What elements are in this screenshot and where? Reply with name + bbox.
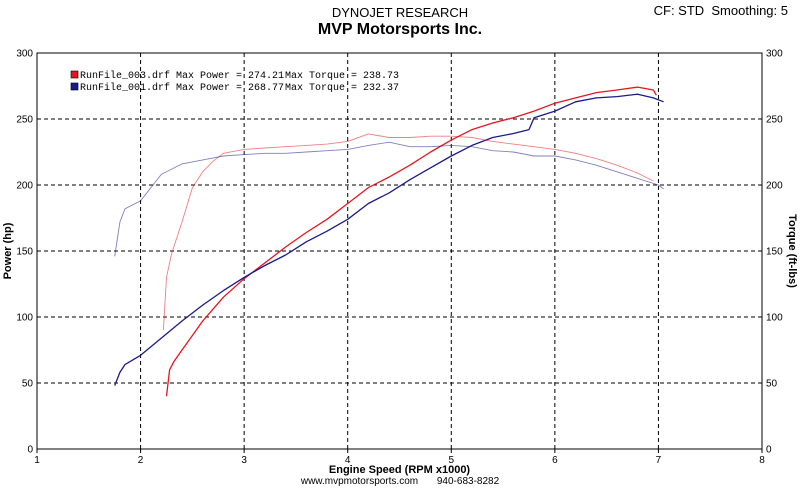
y-tick-label-right: 0 (766, 445, 772, 456)
dyno-brand-title: DYNOJET RESEARCH (331, 5, 469, 20)
y-tick-label-left: 200 (16, 181, 33, 192)
y-tick-label-right: 250 (766, 115, 783, 126)
footer-phone: 940-683-8282 (436, 476, 500, 487)
x-tick-label: 4 (345, 455, 351, 466)
y-axis-label-left: Power (hp) (2, 222, 14, 279)
series-line-run001-torque (114, 141, 664, 257)
shop-name-title: MVP Motorsports Inc. (317, 21, 483, 38)
y-tick-label-left: 150 (16, 247, 33, 258)
y-tick-label-left: 250 (16, 115, 33, 126)
y-tick-label-right: 100 (766, 313, 783, 324)
x-tick-label: 8 (759, 455, 765, 466)
y-tick-label-left: 300 (16, 49, 33, 60)
y-tick-label-right: 300 (766, 49, 783, 60)
legend-swatch-run003 (70, 70, 79, 79)
x-tick-label: 6 (552, 455, 558, 466)
series-line-run003-power (165, 86, 657, 397)
y-axis-label-right: Torque (ft-lbs) (786, 214, 798, 288)
x-tick-label: 3 (241, 455, 247, 466)
y-tick-label-left: 0 (27, 445, 33, 456)
grid-lines (37, 53, 762, 449)
legend-torque-run001: Max Torque = 232.37 (285, 83, 399, 94)
y-tick-label-right: 50 (766, 379, 778, 390)
x-tick-label: 5 (449, 455, 455, 466)
legend-entry-run001: RunFile_001.drf Max Power = 268.77 (80, 82, 284, 94)
x-axis-label: Engine Speed (RPM x1000) (329, 464, 471, 476)
series-layer (114, 86, 664, 397)
legend: RunFile_003.drf Max Power = 274.21 Max T… (70, 70, 399, 94)
legend-torque-run003: Max Torque = 238.73 (285, 71, 399, 82)
footer: www.mvpmotorsports.com 940-683-8282 (0, 476, 800, 487)
y-tick-label-left: 50 (22, 379, 34, 390)
y-tick-label-right: 150 (766, 247, 783, 258)
footer-website: www.mvpmotorsports.com (300, 476, 419, 487)
x-tick-label: 7 (656, 455, 662, 466)
x-tick-label: 2 (138, 455, 144, 466)
legend-swatch-run001 (70, 82, 79, 91)
x-tick-label: 1 (34, 455, 40, 466)
series-line-run003-torque (162, 133, 654, 331)
y-tick-label-right: 200 (766, 181, 783, 192)
series-line-run001-power (114, 93, 664, 386)
settings-readout: CF: STD Smoothing: 5 (653, 3, 788, 18)
legend-entry-run003: RunFile_003.drf Max Power = 274.21 (80, 70, 284, 82)
y-tick-label-left: 100 (16, 313, 33, 324)
